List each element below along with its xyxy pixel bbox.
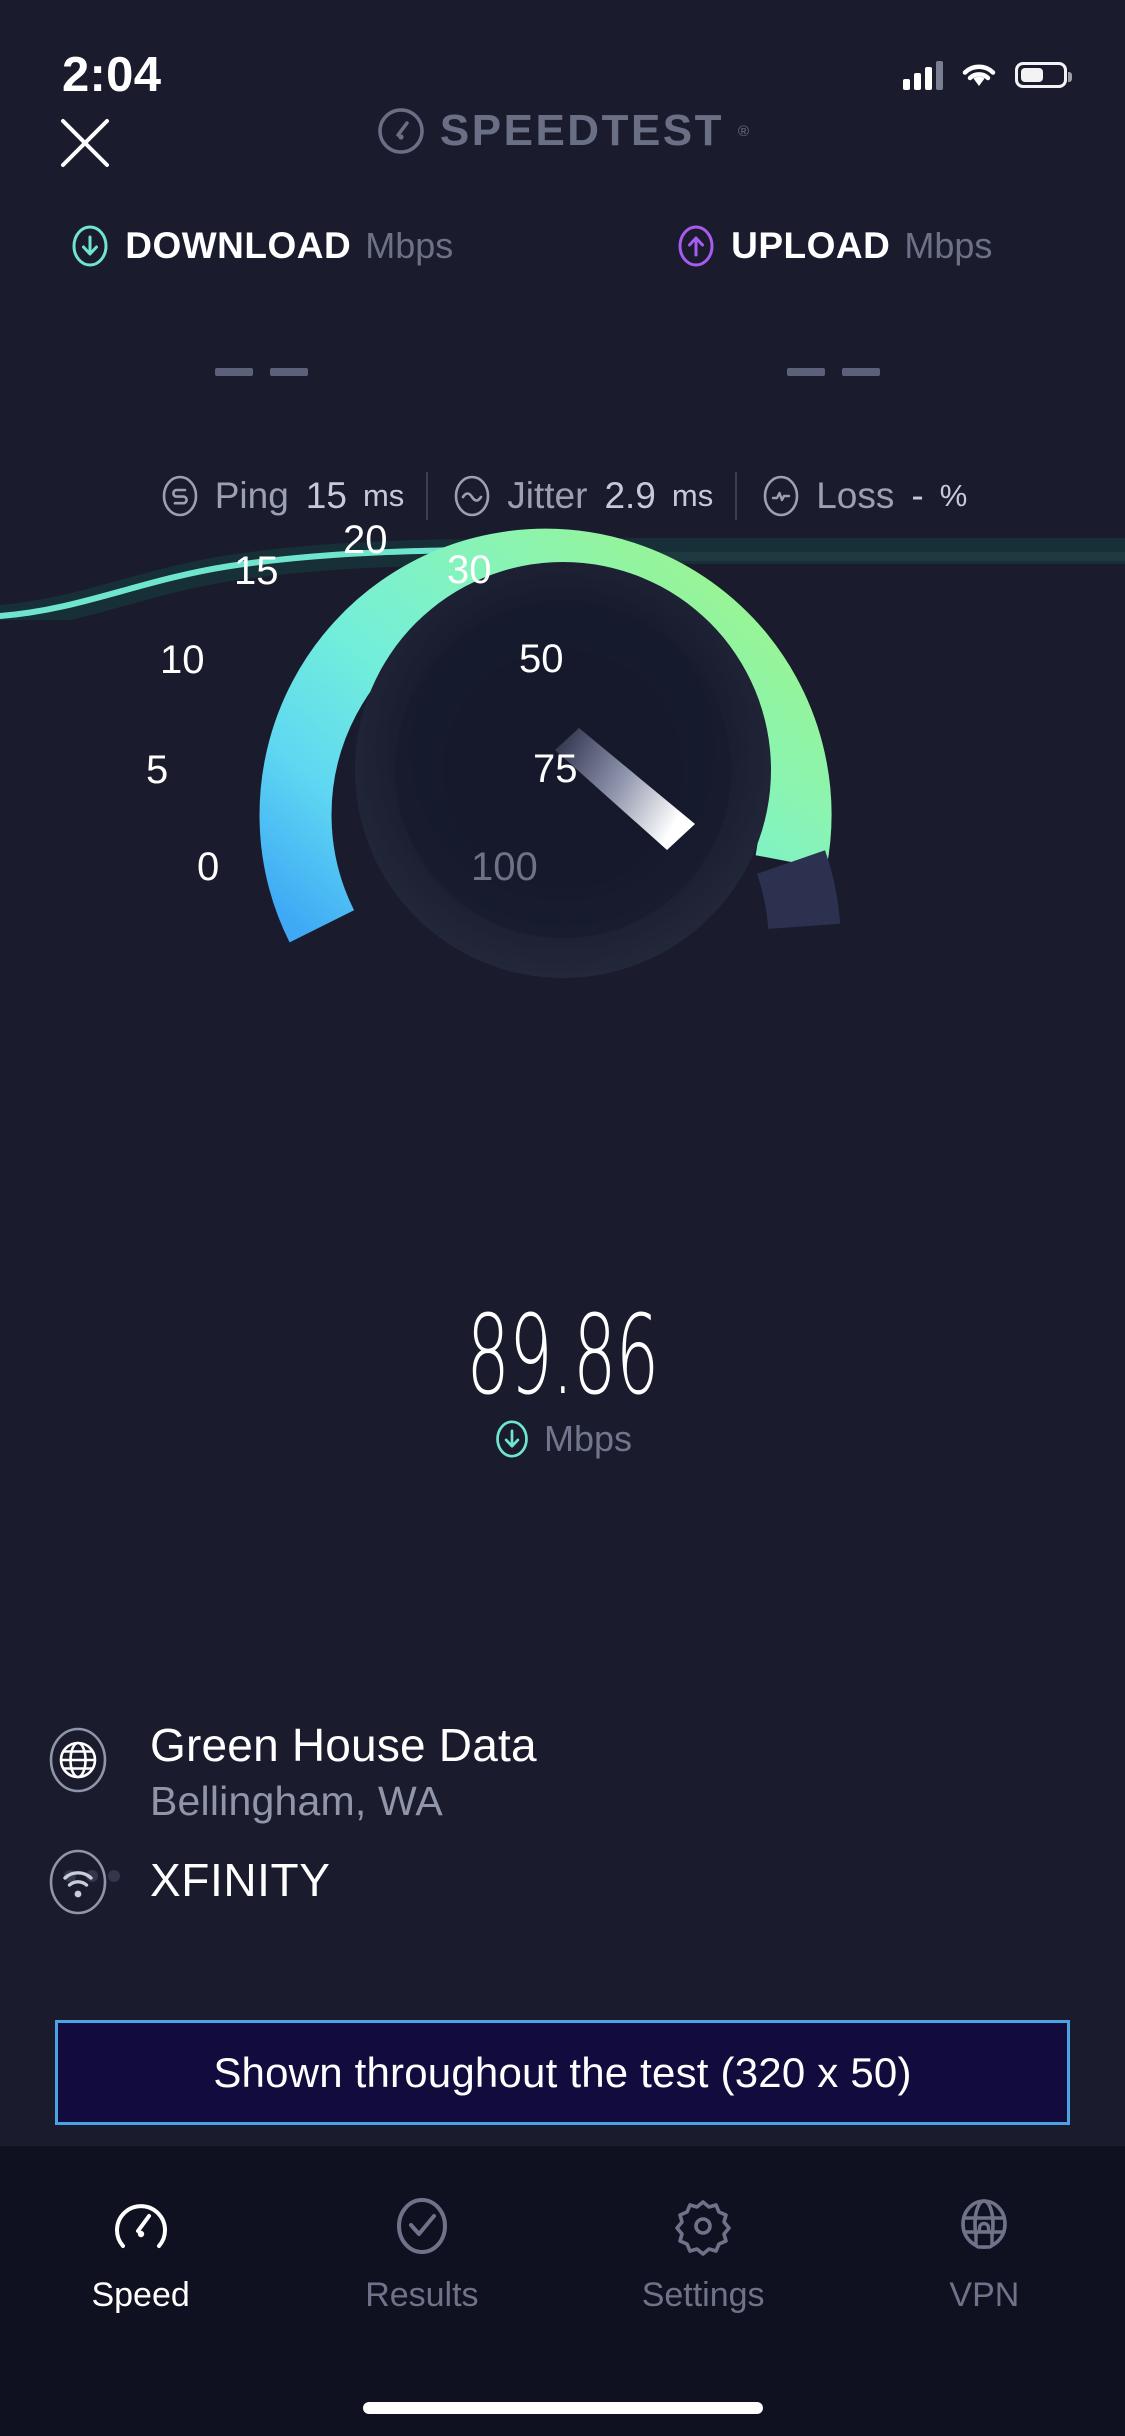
speed-gauge — [243, 450, 883, 1090]
gauge-tick-50: 50 — [519, 637, 564, 681]
arrow-down-circle-icon — [496, 1420, 528, 1458]
tab-results[interactable]: Results — [281, 2194, 562, 2315]
ping-value: 15 — [305, 475, 347, 516]
close-button[interactable] — [40, 98, 130, 188]
tab-settings-label: Settings — [641, 2276, 765, 2314]
tab-vpn-label: VPN — [949, 2276, 1020, 2314]
jitter-unit: ms — [671, 478, 714, 513]
latency-row: Ping 15 ms Jitter 2.9 ms Loss - % — [0, 472, 1125, 520]
gauge-speed-unit-row: Mbps — [0, 1418, 1125, 1460]
speedtest-logo: SPEEDTEST ® — [0, 106, 1125, 156]
server-selector[interactable]: Green House Data Bellingham, WA — [40, 1718, 1085, 1882]
gauge-dial — [259, 528, 840, 978]
gauge-tick-15: 15 — [234, 549, 279, 593]
app-header: SPEEDTEST ® — [0, 98, 1125, 188]
gauge-needle — [554, 728, 695, 850]
divider — [426, 472, 429, 520]
loss-label: Loss — [816, 475, 895, 516]
upload-metric-header[interactable]: UPLOAD Mbps — [573, 225, 1125, 267]
ping-icon — [162, 475, 198, 517]
tab-speed-label: Speed — [91, 2276, 190, 2314]
home-indicator[interactable] — [362, 2402, 763, 2414]
gauge-face-core — [442, 650, 683, 890]
battery-icon — [1015, 62, 1072, 88]
status-bar-indicators — [903, 60, 1072, 90]
check-circle-icon — [390, 2194, 454, 2258]
download-value-placeholder-dash — [269, 368, 308, 376]
gauge-tick-20: 20 — [343, 518, 388, 562]
server-name: Green House Data — [150, 1719, 537, 1771]
metric-values-row — [0, 368, 1125, 376]
jitter-value: 2.9 — [604, 475, 656, 516]
jitter-metric[interactable]: Jitter 2.9 ms — [428, 474, 735, 518]
gauge-speed-unit: Mbps — [543, 1418, 633, 1459]
upload-value — [573, 368, 1125, 376]
ping-metric[interactable]: Ping 15 ms — [136, 474, 427, 518]
arrow-up-circle-icon — [678, 225, 714, 267]
isp-name: XFINITY — [150, 1854, 331, 1906]
cellular-bars-icon — [903, 60, 943, 90]
trademark-symbol: ® — [738, 122, 750, 140]
close-icon — [61, 119, 109, 167]
gauge-tick-10: 10 — [160, 638, 205, 682]
divider — [735, 472, 738, 520]
jitter-label: Jitter — [507, 475, 588, 516]
globe-icon — [40, 1722, 116, 1798]
tab-results-label: Results — [365, 2276, 479, 2314]
brand-wordmark: SPEEDTEST — [439, 106, 725, 155]
gauge-speed-value: 89.86 — [466, 1291, 659, 1419]
loss-unit: % — [939, 478, 968, 513]
download-unit: Mbps — [365, 225, 454, 266]
upload-value-placeholder-dash — [842, 368, 881, 376]
status-bar: 2:04 — [0, 0, 1125, 132]
gauge-remaining-arc — [756, 850, 840, 930]
loss-metric[interactable]: Loss - % — [737, 474, 989, 518]
wifi-icon — [962, 64, 996, 86]
upload-label: UPLOAD — [731, 225, 891, 266]
gear-icon — [671, 2194, 735, 2258]
tab-settings[interactable]: Settings — [563, 2194, 844, 2315]
ping-unit: ms — [362, 478, 405, 513]
upload-value-placeholder-dash — [787, 368, 826, 376]
loss-value: - — [911, 475, 924, 516]
globe-lock-icon — [952, 2194, 1016, 2258]
speedometer-icon — [109, 2194, 173, 2258]
ad-banner-text: Shown throughout the test (320 x 50) — [213, 2048, 912, 2096]
gauge-tick-0: 0 — [197, 845, 220, 889]
metric-labels-row: DOWNLOAD Mbps UPLOAD Mbps — [0, 225, 1125, 267]
tab-vpn[interactable]: VPN — [844, 2194, 1125, 2315]
arrow-down-circle-icon — [72, 225, 108, 267]
upload-unit: Mbps — [904, 225, 993, 266]
server-location: Bellingham, WA — [150, 1778, 443, 1825]
download-metric-header[interactable]: DOWNLOAD Mbps — [0, 225, 573, 267]
download-label: DOWNLOAD — [125, 225, 352, 266]
ad-banner[interactable]: Shown throughout the test (320 x 50) — [55, 2020, 1070, 2125]
wifi-icon — [40, 1844, 116, 1920]
isp-selector[interactable]: XFINITY — [40, 1840, 1085, 1920]
status-bar-clock: 2:04 — [62, 48, 162, 102]
download-value-placeholder-dash — [214, 368, 253, 376]
bottom-tab-bar: Speed Results Settings — [0, 2146, 1125, 2436]
gauge-tick-100: 100 — [471, 845, 538, 889]
ping-label: Ping — [214, 475, 289, 516]
gauge-tick-75: 75 — [533, 747, 578, 791]
gauge-tick-30: 30 — [447, 548, 492, 592]
loss-icon — [763, 475, 799, 517]
gauge-tick-5: 5 — [146, 748, 169, 792]
gauge-value-arc — [259, 528, 831, 943]
download-value — [0, 368, 573, 376]
jitter-icon — [454, 475, 490, 517]
speedometer-logo-icon — [378, 108, 424, 154]
tab-speed[interactable]: Speed — [0, 2194, 281, 2315]
